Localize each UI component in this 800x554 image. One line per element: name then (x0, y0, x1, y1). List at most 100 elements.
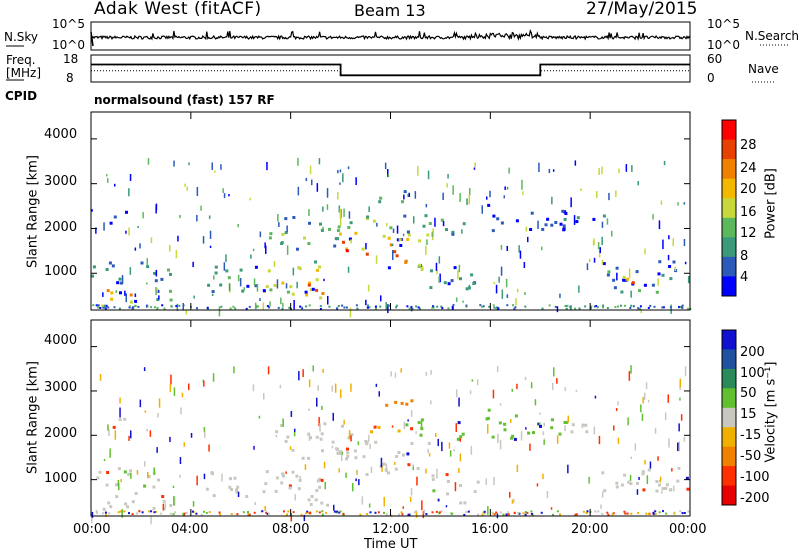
power-cell (488, 305, 491, 308)
power-cell (514, 306, 517, 309)
power-cell (622, 275, 626, 279)
velocity-cell (410, 427, 414, 431)
power-cell (297, 157, 299, 166)
velocity-cell (654, 510, 657, 513)
velocity-cell (507, 513, 510, 516)
velocity-cell (381, 463, 384, 467)
velocity-cell (503, 428, 507, 432)
power-ylabel: Slant Range [km] (25, 155, 41, 268)
velocity-cell (597, 510, 600, 513)
velocity-cell (265, 511, 268, 514)
power-cell (425, 245, 427, 255)
velocity-cell (629, 482, 633, 486)
power-cell (653, 305, 656, 308)
velocity-cell (117, 511, 120, 514)
power-cell (459, 193, 461, 202)
velocity-cell (467, 510, 470, 513)
power-cell (556, 306, 559, 313)
velocity-cell (671, 468, 673, 472)
velocity-cell (646, 475, 649, 485)
velocity-cell (446, 492, 449, 496)
velocity-cell (148, 510, 150, 513)
velocity-cell (284, 439, 288, 443)
power-cell (147, 158, 150, 165)
power-cell (564, 212, 568, 215)
power-cell (589, 307, 592, 310)
power-cell (355, 304, 358, 307)
velocity-cell (611, 513, 614, 516)
velocity-cell (524, 513, 527, 516)
velocity-cell (485, 478, 487, 485)
velocity-cell (415, 510, 418, 518)
velocity-cell (623, 473, 627, 477)
velocity-cell (374, 511, 377, 514)
velocity-colorbar-segment (722, 330, 736, 350)
velocity-cell (340, 453, 343, 461)
velocity-cell (514, 414, 518, 418)
power-cell (616, 272, 618, 281)
velocity-cell (252, 384, 255, 392)
power-cell (134, 299, 138, 303)
power-cell (601, 166, 603, 175)
velocity-cell (121, 509, 123, 518)
power-cell (243, 287, 245, 291)
velocity-cell (182, 512, 185, 515)
velocity-cell (336, 451, 340, 455)
velocity-cell (358, 479, 360, 486)
power-cell (196, 187, 199, 196)
power-cell (311, 179, 313, 186)
power-cell (418, 263, 422, 267)
power-cell (281, 232, 285, 236)
velocity-cell (377, 426, 381, 429)
velocity-cell (539, 424, 542, 428)
velocity-cell (288, 484, 292, 488)
velocity-cell (169, 383, 172, 393)
power-cell (356, 307, 359, 310)
power-cell (322, 206, 324, 212)
velocity-cell (550, 426, 554, 430)
xtick-2000: 20:00 (571, 522, 609, 537)
velocity-cell (513, 498, 515, 503)
power-cell (527, 236, 529, 243)
power-cell (564, 305, 567, 307)
velocity-cell (108, 429, 110, 436)
power-cell (608, 192, 610, 201)
velocity-cell (106, 471, 110, 474)
velocity-cell (486, 416, 490, 420)
nave-right-tick-high: 60 (707, 52, 723, 66)
power-cell (262, 302, 265, 311)
power-cell (492, 214, 496, 218)
power-cell (436, 269, 438, 275)
power-cell (350, 239, 352, 244)
power-cell (200, 205, 202, 211)
noise-panel-frame (90, 21, 691, 51)
power-cell (311, 287, 315, 291)
power-cell (128, 305, 131, 308)
velocity-cell (414, 511, 416, 514)
power-cbar-tick-24: 24 (740, 161, 757, 176)
velocity-cell (435, 433, 437, 437)
velocity-cell (320, 478, 324, 482)
power-cell (465, 287, 469, 291)
velocity-cell (346, 451, 350, 455)
velocity-cell (401, 513, 404, 516)
power-cell (134, 247, 137, 251)
velocity-cell (687, 510, 690, 513)
velocity-cell (391, 425, 394, 428)
power-cell (447, 307, 450, 310)
velocity-cell (370, 466, 373, 473)
velocity-cell (552, 382, 554, 391)
power-cell (380, 295, 382, 302)
velocity-colorbar-segment (722, 427, 736, 448)
velocity-cell (375, 383, 378, 387)
velocity-cell (333, 510, 336, 513)
velocity-cell (345, 457, 349, 461)
velocity-cell (303, 514, 306, 522)
power-cell (349, 221, 353, 225)
velocity-cell (511, 388, 513, 392)
power-cell (303, 236, 306, 240)
velocity-cell (600, 504, 602, 509)
power-cell (619, 304, 622, 307)
freq-label: Freq. (6, 53, 36, 67)
velocity-cell (415, 431, 417, 434)
